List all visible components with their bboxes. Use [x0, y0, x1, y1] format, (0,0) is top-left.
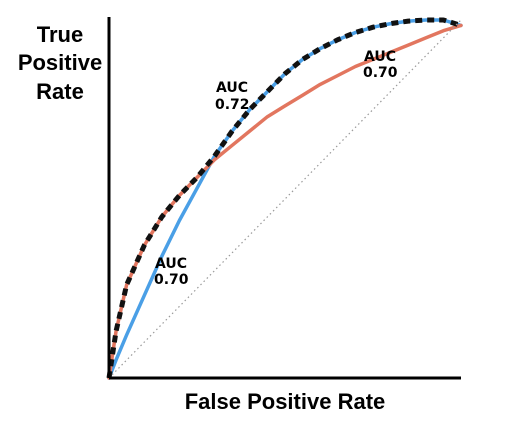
auc-annotation-red: AUC 0.70	[363, 49, 398, 81]
auc-annotation-blue: AUC 0.70	[154, 256, 189, 288]
x-axis-title: False Positive Rate	[185, 389, 386, 414]
y-axis-title-line-1: True	[37, 22, 83, 47]
y-axis-title-line-2: Positive	[18, 50, 102, 75]
auc-annotation-dashed: AUC 0.72	[215, 80, 250, 113]
roc-curve-red	[107, 23, 463, 380]
auc-label: AUC	[216, 80, 248, 96]
auc-label: AUC	[155, 256, 187, 272]
roc-curve-dashed-envelope	[106, 17, 462, 379]
auc-label: AUC	[364, 49, 396, 65]
auc-value: 0.70	[363, 65, 398, 81]
auc-value: 0.70	[154, 272, 189, 288]
auc-value: 0.72	[215, 97, 250, 113]
plot-area	[106, 17, 463, 380]
y-axis-title-line-3: Rate	[36, 79, 84, 104]
